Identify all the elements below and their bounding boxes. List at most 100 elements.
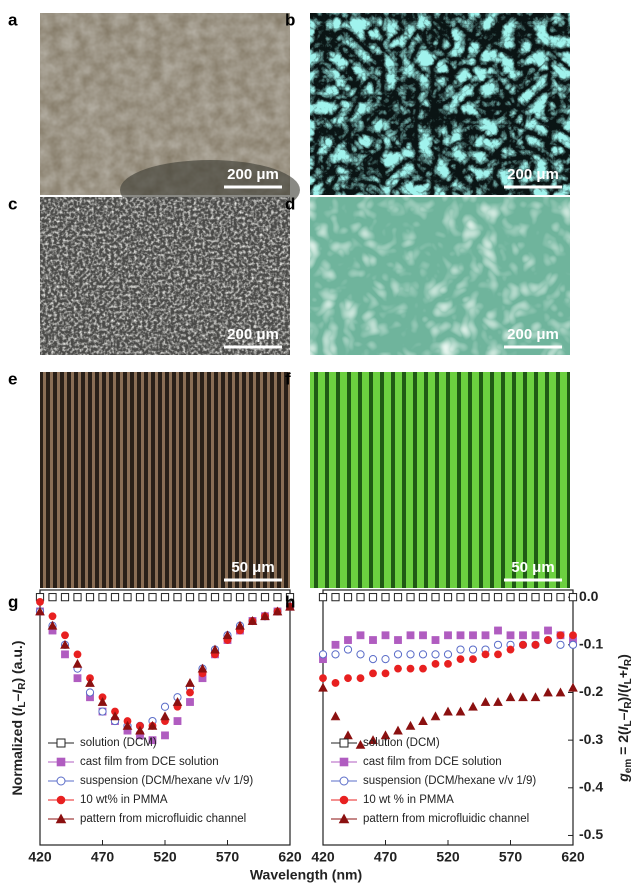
marker (368, 655, 378, 664)
marker (248, 593, 257, 602)
y2-tick-label: -0.3 (579, 731, 603, 747)
marker (455, 706, 466, 716)
legend-marker (56, 757, 66, 767)
marker (247, 616, 258, 625)
marker (481, 631, 490, 640)
marker (160, 593, 170, 602)
marker (98, 707, 107, 716)
marker (61, 631, 69, 640)
marker (430, 711, 441, 721)
marker (431, 650, 440, 659)
marker (98, 593, 107, 602)
marker (506, 593, 515, 602)
marker (494, 650, 502, 659)
panel-label: e (8, 369, 17, 388)
marker (381, 593, 390, 602)
marker (380, 730, 391, 740)
panel-label: h (285, 592, 295, 611)
marker (506, 645, 515, 654)
marker (285, 593, 295, 602)
marker (568, 682, 578, 692)
y-axis-label: Normalized (IL–IR) (a.u.) (9, 641, 28, 796)
marker (318, 650, 328, 659)
legend-marker (339, 776, 349, 786)
marker (456, 655, 465, 664)
marker (173, 717, 182, 725)
marker (344, 636, 352, 644)
y2-tick-label: 0.0 (579, 588, 599, 604)
marker (481, 650, 490, 659)
panel-label: b (285, 10, 295, 29)
marker (444, 659, 452, 668)
plot-data (35, 593, 295, 745)
marker (47, 620, 58, 630)
x-tick-label: 570 (499, 849, 523, 865)
marker (531, 631, 540, 640)
marker (394, 664, 402, 673)
panel-label: d (285, 194, 295, 213)
marker (393, 593, 403, 602)
marker (519, 631, 527, 640)
marker (197, 663, 208, 673)
marker (481, 593, 490, 602)
marker (260, 611, 270, 621)
y2-axis-label: gem = 2(IL–IR)/(IL+IR) (615, 654, 634, 783)
marker (72, 658, 83, 668)
y2-tick-label: -0.5 (579, 826, 603, 842)
marker (381, 655, 390, 664)
marker (456, 593, 465, 602)
marker (480, 697, 491, 706)
marker (344, 674, 352, 683)
marker (73, 674, 82, 683)
x-tick-label: 470 (91, 849, 115, 865)
marker (418, 593, 428, 602)
marker (381, 669, 390, 678)
marker (273, 593, 282, 602)
marker (493, 697, 503, 706)
marker (48, 593, 57, 602)
plot-frame (322, 589, 574, 846)
panel-label: a (8, 10, 18, 29)
marker (319, 674, 327, 683)
marker (543, 687, 553, 697)
marker (556, 640, 565, 649)
marker (318, 682, 328, 692)
marker (48, 612, 57, 621)
marker (431, 659, 440, 668)
marker (172, 697, 183, 706)
marker (148, 593, 157, 602)
x-tick-label: 420 (311, 849, 335, 865)
marker (97, 697, 108, 706)
legend-marker (56, 776, 66, 786)
plot-data (318, 593, 578, 749)
marker (198, 593, 207, 602)
legend-label: 10 wt% in PMMA (80, 794, 168, 806)
marker (469, 631, 477, 640)
marker (318, 593, 328, 602)
marker (122, 720, 133, 730)
panel-label: f (285, 369, 291, 388)
marker (73, 593, 82, 602)
marker (123, 593, 132, 602)
marker (185, 593, 195, 602)
scale-bar-label: 50 μm (231, 559, 274, 576)
marker (331, 679, 340, 687)
texture (310, 197, 570, 355)
x-tick-label: 420 (28, 849, 52, 865)
legend-label: pattern from microfluidic channel (80, 813, 246, 825)
marker (519, 640, 527, 649)
legend-label: suspension (DCM/hexane v/v 1/9) (363, 775, 536, 787)
marker (186, 698, 194, 706)
marker (185, 677, 195, 687)
y2-tick-label: -0.4 (579, 779, 603, 795)
marker (160, 702, 170, 711)
marker (393, 725, 403, 735)
x-tick-label: 570 (216, 849, 240, 865)
x-tick-label: 620 (278, 849, 302, 865)
marker (135, 725, 145, 735)
marker (161, 731, 169, 740)
panel-label: g (8, 592, 18, 611)
x-tick-label: 620 (561, 849, 585, 865)
x-axis-label: Wavelength (nm) (250, 867, 362, 883)
micrographs (40, 13, 570, 588)
